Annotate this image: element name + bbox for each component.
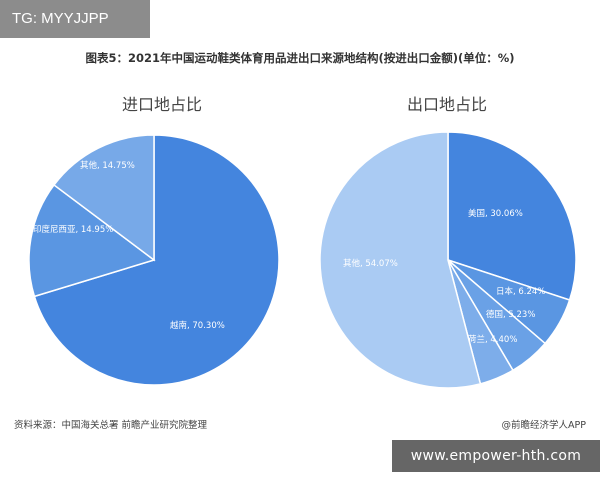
export-slice-label-1: 日本, 6.24%: [496, 286, 545, 297]
import-slice-1: [28, 183, 156, 298]
export-slice-label-0: 美国, 30.06%: [468, 208, 523, 219]
chart-title-import: 进口地占比: [121, 95, 202, 114]
import-slice-label-1: 印度尼西亚, 14.95%: [33, 224, 113, 235]
export-slice-label-2: 德国, 5.23%: [486, 309, 535, 320]
figure-title: 图表5：2021年中国运动鞋类体育用品进出口来源地结构(按进出口金额)(单位：%…: [85, 51, 515, 65]
chart-title-export: 出口地占比: [406, 95, 487, 114]
export-slice-4: [319, 131, 482, 389]
export-slice-label-3: 荷兰, 4.40%: [468, 334, 517, 345]
import-slice-label-0: 越南, 70.30%: [170, 320, 225, 331]
export-slice-0: [447, 131, 577, 301]
watermark-tag: TG: MYYJJPP: [0, 0, 150, 38]
import-slice-0: [33, 134, 280, 386]
export-pie: 美国, 30.06% 日本, 6.24% 德国, 5.23% 荷兰, 4.40% 其他,…: [319, 131, 577, 389]
website-banner: www.empower-hth.com: [392, 440, 600, 472]
import-pie: 越南, 70.30% 印度尼西亚, 14.95% 其他, 14.75%: [28, 134, 280, 386]
export-slice-label-4: 其他, 54.07%: [343, 258, 398, 269]
import-slice-label-2: 其他, 14.75%: [80, 160, 135, 171]
import-slice-2: [52, 134, 155, 262]
brand-credit: @前瞻经济学人APP: [501, 420, 586, 431]
source-note: 资料来源：中国海关总署 前瞻产业研究院整理: [14, 420, 208, 431]
